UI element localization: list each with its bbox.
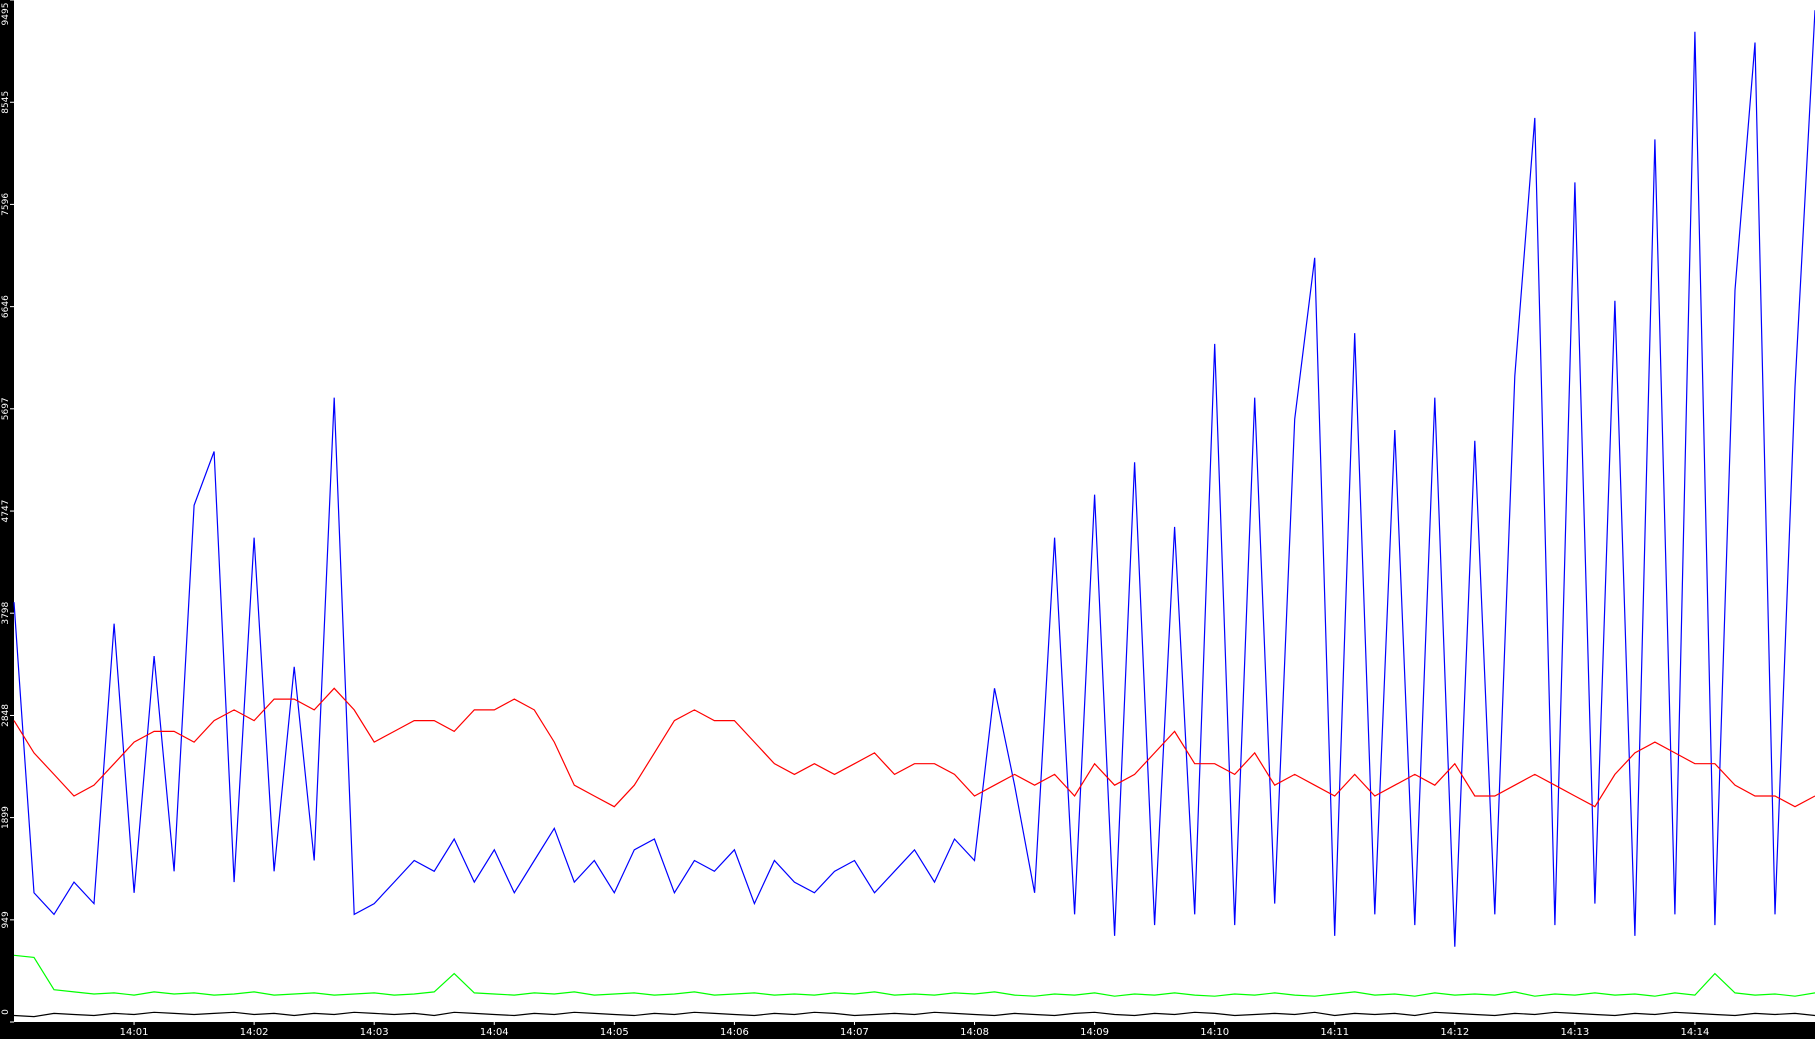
y-tick-label: 9495 [1, 3, 11, 26]
y-axis-strip [0, 0, 14, 1039]
x-tick-label: 14:07 [840, 1027, 869, 1038]
x-tick-label: 14:01 [120, 1027, 149, 1038]
x-tick-label: 14:02 [240, 1027, 269, 1038]
y-tick-label: 3798 [1, 601, 11, 624]
x-tick-label: 14:10 [1200, 1027, 1229, 1038]
x-tick-label: 14:04 [480, 1027, 509, 1038]
x-tick-label: 14:13 [1560, 1027, 1589, 1038]
y-tick-label: 5697 [1, 397, 11, 420]
series-line [13, 10, 1815, 947]
x-tick-label: 14:05 [600, 1027, 629, 1038]
y-tick-label: 7596 [1, 193, 11, 216]
y-tick-label: 949 [1, 911, 11, 928]
y-tick-label: 0 [1, 1009, 11, 1015]
y-tick-label: 4747 [1, 500, 11, 523]
x-tick-label: 14:06 [720, 1027, 749, 1038]
y-tick-label: 2848 [1, 704, 11, 727]
y-tick-label: 1899 [1, 806, 11, 829]
series-line [13, 954, 1815, 997]
x-axis-strip [0, 1022, 1815, 1039]
x-tick-label: 14:08 [960, 1027, 989, 1038]
x-tick-label: 14:09 [1080, 1027, 1109, 1038]
series-line [13, 687, 1815, 808]
series-line [13, 1011, 1815, 1018]
y-tick-label: 6646 [1, 295, 11, 318]
x-tick-label: 14:14 [1681, 1027, 1710, 1038]
x-tick-label: 14:03 [360, 1027, 389, 1038]
x-tick-label: 14:11 [1320, 1027, 1349, 1038]
y-tick-label: 8545 [1, 91, 11, 114]
x-tick-label: 14:12 [1440, 1027, 1469, 1038]
